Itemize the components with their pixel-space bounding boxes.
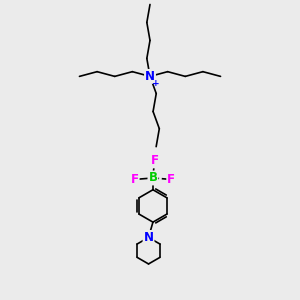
Text: +: + bbox=[152, 79, 160, 88]
Text: F: F bbox=[131, 173, 139, 186]
Text: F: F bbox=[150, 154, 158, 167]
Text: N: N bbox=[145, 70, 155, 83]
Text: F: F bbox=[167, 173, 175, 186]
Text: N: N bbox=[143, 231, 154, 244]
Text: B: B bbox=[148, 172, 158, 184]
